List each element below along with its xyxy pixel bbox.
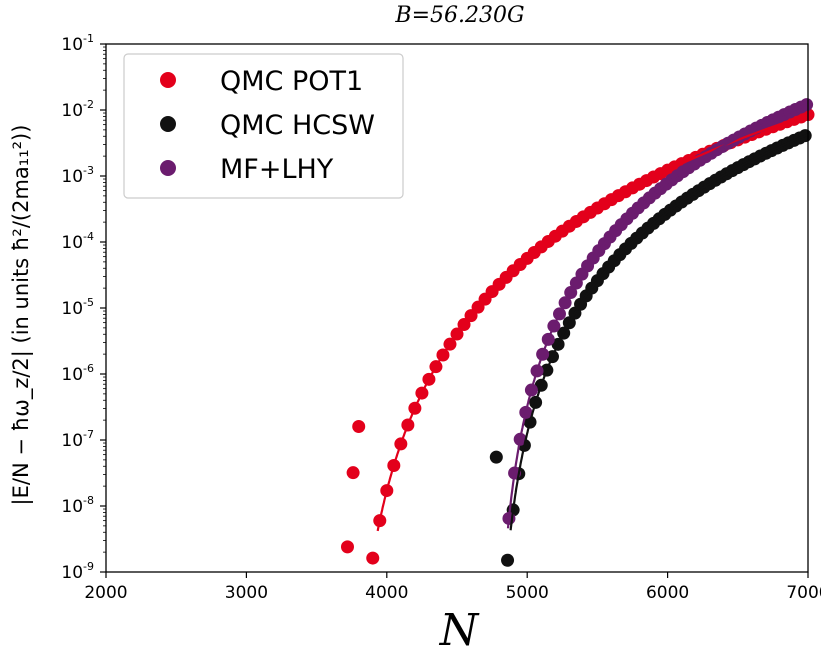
marker-qmc-hcsw (489, 450, 503, 464)
legend-marker (160, 72, 176, 88)
fit-lines (376, 103, 809, 532)
marker-qmc-hcsw (501, 553, 515, 567)
y-tick-label: 10-5 (61, 296, 94, 319)
x-axis-ticks: 2000 3000 4000 5000 6000 7000 (84, 572, 821, 603)
x-tick-label: 7000 (786, 583, 821, 603)
y-axis-ticks: 10-9 10-8 10-7 10-6 10-5 10-4 10-3 10-2 10-1 (61, 32, 106, 583)
marker-qmc-pot1 (366, 551, 380, 565)
legend-marker (160, 160, 176, 176)
y-tick-label: 10-9 (61, 560, 94, 583)
marker-qmc-pot1 (352, 420, 366, 434)
legend-label: QMC HCSW (220, 110, 375, 141)
y-tick-label: 10-2 (61, 98, 94, 121)
marker-qmc-pot1 (346, 466, 360, 480)
y-tick-label: 10-3 (61, 164, 94, 187)
legend-marker (160, 116, 176, 132)
y-axis-label: |E/N − ħω_z/2| (in units ħ²/(2ma₁₁²)) (9, 125, 34, 506)
y-tick-label: 10-8 (61, 494, 94, 517)
y-tick-label: 10-1 (61, 32, 94, 55)
x-tick-label: 2000 (84, 583, 127, 603)
legend: QMC POT1 QMC HCSW MF+LHY (123, 53, 404, 199)
line-qmc-hcsw (509, 133, 809, 531)
x-tick-label: 3000 (225, 583, 268, 603)
y-tick-label: 10-6 (61, 362, 94, 385)
chart-title: B=56.230G (394, 3, 524, 28)
x-tick-label: 6000 (646, 583, 689, 603)
line-qmc-pot1 (376, 113, 809, 532)
marker-qmc-pot1 (340, 540, 354, 554)
y-tick-label: 10-4 (61, 230, 94, 253)
x-axis-label: N (439, 605, 480, 656)
data-markers (340, 98, 815, 567)
line-mf-lhy (506, 103, 809, 529)
x-tick-label: 4000 (365, 583, 408, 603)
y-tick-label: 10-7 (61, 428, 94, 451)
legend-label: MF+LHY (220, 154, 334, 185)
x-tick-label: 5000 (506, 583, 549, 603)
legend-label: QMC POT1 (220, 66, 363, 97)
legend-box (123, 53, 404, 199)
